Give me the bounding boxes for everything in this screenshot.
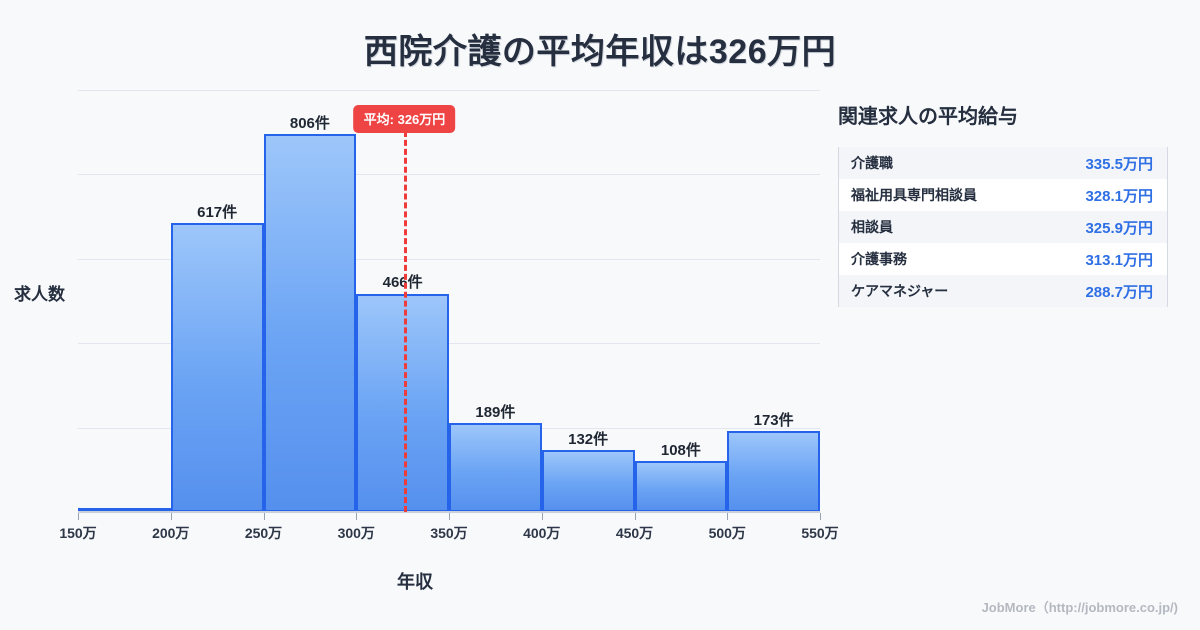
- related-salary-title: 関連求人の平均給与: [838, 106, 1018, 128]
- histogram-chart: 617件 806件 466件 189件 132件 108件 173件 150万 200万 250…: [14, 90, 839, 592]
- histogram-bar: [727, 430, 820, 512]
- related-salary-panel: 関連求人の平均給与 介護職 335.5万円福祉用具専門相談員 328.1万円相談員 3…: [838, 100, 1168, 307]
- x-axis-title: 年収: [397, 572, 433, 592]
- page-title: 西院介護の平均年収は326万円: [363, 33, 837, 71]
- table-row: 介護事務 313.1万円: [839, 243, 1167, 275]
- salary-value: 325.9万円: [1085, 219, 1153, 237]
- job-title-label: 福祉用具専門相談員: [851, 187, 977, 203]
- x-axis-tick-label: 400万: [523, 525, 561, 541]
- x-axis-tick: [541, 513, 543, 520]
- salary-value: 335.5万円: [1085, 155, 1153, 173]
- x-axis-tick-label: 500万: [708, 525, 746, 541]
- bar-value-label: 108件: [660, 442, 701, 460]
- x-axis-tick: [727, 513, 729, 520]
- average-line: [404, 131, 408, 512]
- bar-value-label: 173件: [753, 411, 794, 429]
- x-axis-tick-label: 350万: [430, 525, 468, 541]
- histogram-bar: [356, 293, 449, 512]
- x-axis-tick: [356, 513, 358, 520]
- histogram-bar: [263, 134, 357, 512]
- watermark: JobMore（http://jobmore.co.jp/): [981, 600, 1178, 615]
- bar-value-label: 132件: [568, 431, 609, 449]
- x-axis-line: [78, 511, 820, 513]
- job-title-label: 介護事務: [851, 251, 907, 267]
- job-title-label: 介護職: [851, 155, 893, 171]
- bar-value-label: 189件: [475, 404, 516, 422]
- x-axis-tick: [263, 513, 265, 520]
- x-axis-tick-label: 300万: [337, 525, 375, 541]
- bar-value-label: 617件: [197, 203, 238, 221]
- related-salary-table: 介護職 335.5万円福祉用具専門相談員 328.1万円相談員 325.9万円介護事務…: [838, 147, 1168, 307]
- histogram-bar: [634, 461, 728, 512]
- gridline: [78, 174, 820, 176]
- x-axis-tick: [820, 513, 821, 520]
- x-axis-tick-label: 250万: [244, 525, 283, 541]
- plot-area: [78, 90, 820, 512]
- job-title-label: ケアマネジャー: [851, 283, 949, 299]
- bar-value-label: 806件: [289, 115, 330, 133]
- x-axis-tick: [449, 513, 450, 520]
- bar-value-label: 466件: [382, 274, 423, 292]
- gridline: [78, 90, 820, 91]
- salary-value: 328.1万円: [1085, 187, 1153, 205]
- y-axis-title: 求人数: [14, 285, 65, 304]
- table-row: ケアマネジャー 288.7万円: [839, 275, 1167, 307]
- x-axis-tick: [78, 513, 79, 520]
- gridline: [78, 258, 820, 260]
- x-axis-tick: [634, 513, 636, 520]
- table-row: 介護職 335.5万円: [839, 147, 1167, 179]
- x-axis-tick-label: 200万: [152, 525, 190, 541]
- table-row: 福祉用具専門相談員 328.1万円: [839, 179, 1167, 211]
- histogram-bar: [541, 450, 635, 512]
- histogram-bar: [170, 222, 264, 512]
- gridline: [78, 343, 820, 345]
- salary-value: 288.7万円: [1085, 283, 1153, 301]
- x-axis-tick-label: 550万: [801, 525, 839, 541]
- x-axis-tick-label: 150万: [59, 525, 97, 541]
- table-row: 相談員 325.9万円: [839, 211, 1167, 243]
- salary-value: 313.1万円: [1085, 251, 1153, 269]
- x-axis-tick: [170, 513, 172, 520]
- histogram-bar: [449, 423, 542, 512]
- x-axis-tick-label: 450万: [615, 525, 654, 541]
- average-badge: 平均: 326万円: [353, 105, 456, 133]
- job-title-label: 相談員: [851, 219, 893, 235]
